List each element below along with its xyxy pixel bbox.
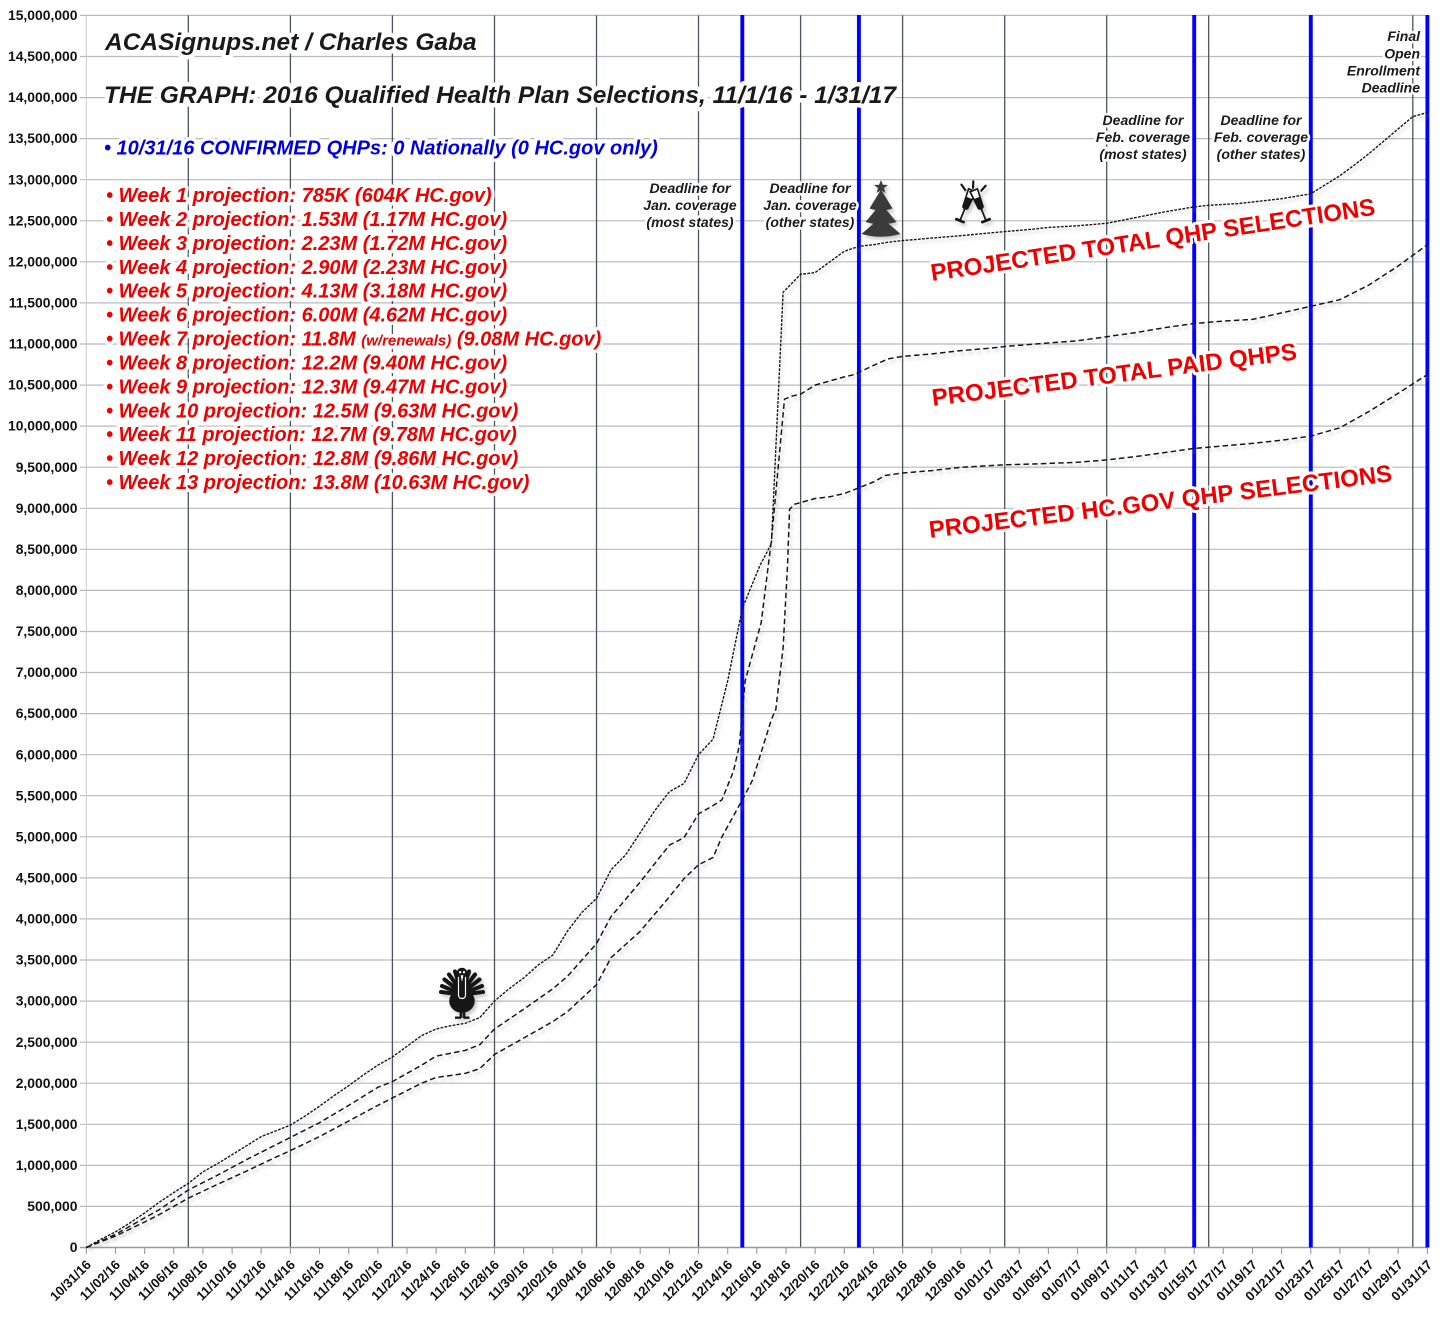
svg-text:THE GRAPH: 2016 Qualified Heal: THE GRAPH: 2016 Qualified Health Plan Se… xyxy=(104,82,897,109)
svg-text:• Week 8 projection: 12.2M (9.: • Week 8 projection: 12.2M (9.40M HC.gov… xyxy=(106,352,508,374)
svg-text:12,500,000: 12,500,000 xyxy=(8,212,78,228)
svg-text:6,500,000: 6,500,000 xyxy=(16,705,78,721)
svg-text:10,500,000: 10,500,000 xyxy=(8,377,78,393)
svg-text:1,000,000: 1,000,000 xyxy=(16,1157,78,1173)
svg-text:9,500,000: 9,500,000 xyxy=(16,459,78,475)
svg-text:Jan. coverage: Jan. coverage xyxy=(763,197,857,213)
svg-text:1,500,000: 1,500,000 xyxy=(16,1116,78,1132)
svg-text:• Week 5 projection: 4.13M (3.: • Week 5 projection: 4.13M (3.18M HC.gov… xyxy=(106,281,508,303)
svg-text:14,500,000: 14,500,000 xyxy=(8,48,78,64)
svg-text:Feb. coverage: Feb. coverage xyxy=(1214,129,1308,145)
svg-text:Open: Open xyxy=(1384,46,1420,62)
svg-text:11,500,000: 11,500,000 xyxy=(9,295,78,311)
svg-text:Feb. coverage: Feb. coverage xyxy=(1096,129,1190,145)
svg-text:15,000,000: 15,000,000 xyxy=(8,7,78,23)
svg-text:7,500,000: 7,500,000 xyxy=(16,623,78,639)
svg-text:7,000,000: 7,000,000 xyxy=(16,664,78,680)
svg-text:• Week 1 projection: 785K (604: • Week 1 projection: 785K (604K HC.gov) xyxy=(106,185,492,207)
svg-text:2,000,000: 2,000,000 xyxy=(16,1075,78,1091)
svg-text:9,000,000: 9,000,000 xyxy=(16,500,78,516)
svg-text:5,000,000: 5,000,000 xyxy=(16,828,78,844)
svg-text:10,000,000: 10,000,000 xyxy=(8,418,78,434)
svg-text:13,500,000: 13,500,000 xyxy=(8,130,78,146)
svg-text:Final: Final xyxy=(1387,28,1421,44)
svg-text:• Week 9 projection: 12.3M (9.: • Week 9 projection: 12.3M (9.47M HC.gov… xyxy=(106,376,508,398)
svg-text:• Week 11 projection: 12.7M (9: • Week 11 projection: 12.7M (9.78M HC.go… xyxy=(106,424,517,446)
svg-text:3,000,000: 3,000,000 xyxy=(16,993,78,1009)
svg-text:Deadline: Deadline xyxy=(1362,80,1421,96)
svg-text:• Week 13 projection: 13.8M (1: • Week 13 projection: 13.8M (10.63M HC.g… xyxy=(106,472,530,494)
svg-text:6,000,000: 6,000,000 xyxy=(16,746,78,762)
svg-text:8,000,000: 8,000,000 xyxy=(16,582,78,598)
svg-text:12,000,000: 12,000,000 xyxy=(8,253,78,269)
svg-text:• Week 3 projection: 2.23M (1.: • Week 3 projection: 2.23M (1.72M HC.gov… xyxy=(106,233,508,255)
svg-text:14,000,000: 14,000,000 xyxy=(8,89,78,105)
svg-text:Enrollment: Enrollment xyxy=(1347,63,1421,79)
svg-text:• Week 4 projection: 2.90M (2.: • Week 4 projection: 2.90M (2.23M HC.gov… xyxy=(106,257,508,279)
svg-text:Deadline for: Deadline for xyxy=(770,180,852,196)
svg-text:(most states): (most states) xyxy=(1099,146,1186,162)
svg-text:(other states): (other states) xyxy=(766,214,855,230)
svg-text:4,500,000: 4,500,000 xyxy=(16,870,78,886)
svg-text:5,500,000: 5,500,000 xyxy=(16,787,78,803)
svg-text:11,000,000: 11,000,000 xyxy=(9,336,78,352)
svg-text:Deadline for: Deadline for xyxy=(1221,112,1303,128)
svg-text:• Week 12 projection: 12.8M (9: • Week 12 projection: 12.8M (9.86M HC.go… xyxy=(106,448,519,470)
svg-text:4,000,000: 4,000,000 xyxy=(16,911,78,927)
svg-text:Jan. coverage: Jan. coverage xyxy=(643,197,737,213)
svg-text:8,500,000: 8,500,000 xyxy=(16,541,78,557)
svg-text:(other states): (other states) xyxy=(1217,146,1306,162)
svg-text:500,000: 500,000 xyxy=(27,1198,77,1214)
svg-text:Deadline for: Deadline for xyxy=(1103,112,1185,128)
svg-text:3,500,000: 3,500,000 xyxy=(16,952,78,968)
svg-text:• 10/31/16 CONFIRMED QHPs: 0 N: • 10/31/16 CONFIRMED QHPs: 0 Nationally … xyxy=(104,138,658,160)
svg-text:• Week 7 projection: 11.8M (w/: • Week 7 projection: 11.8M (w/renewals) … xyxy=(106,329,602,351)
svg-text:13,000,000: 13,000,000 xyxy=(8,171,78,187)
svg-text:• Week 2 projection: 1.53M (1.: • Week 2 projection: 1.53M (1.17M HC.gov… xyxy=(106,209,508,231)
svg-text:ACASignups.net / Charles Gaba: ACASignups.net / Charles Gaba xyxy=(104,29,477,56)
svg-text:2,500,000: 2,500,000 xyxy=(16,1034,78,1050)
svg-text:Deadline for: Deadline for xyxy=(650,180,732,196)
svg-text:0: 0 xyxy=(70,1239,78,1255)
svg-text:• Week 6 projection: 6.00M (4.: • Week 6 projection: 6.00M (4.62M HC.gov… xyxy=(106,305,508,327)
svg-text:• Week 10 projection: 12.5M (9: • Week 10 projection: 12.5M (9.63M HC.go… xyxy=(106,400,519,422)
svg-text:(most states): (most states) xyxy=(646,214,733,230)
